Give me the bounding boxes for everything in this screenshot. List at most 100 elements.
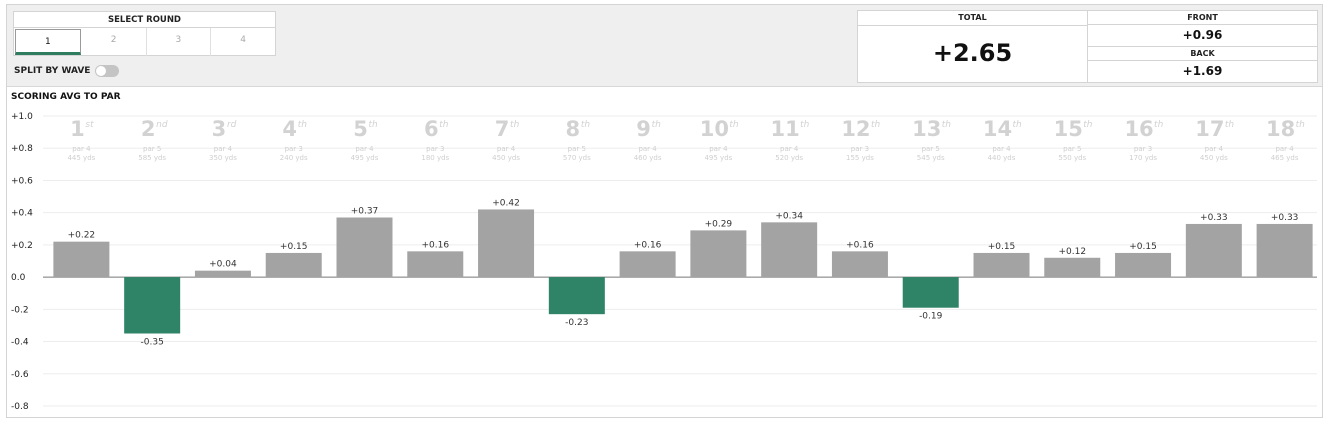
hole-yardage: 495 yds xyxy=(704,154,732,162)
hole-yardage: 170 yds xyxy=(1129,154,1157,162)
hole-number: 8 xyxy=(566,117,581,141)
y-tick-label: 0.0 xyxy=(11,273,26,283)
hole-suffix: th xyxy=(1013,120,1023,130)
hole-par: par 5 xyxy=(922,145,940,153)
bar-value-label: +0.33 xyxy=(1271,213,1299,223)
hole-number: 5 xyxy=(353,117,368,141)
bar-hole-2 xyxy=(124,277,181,334)
bar-hole-18 xyxy=(1256,223,1313,278)
back-box: BACK +1.69 xyxy=(1087,46,1318,83)
bar-value-label: +0.16 xyxy=(634,240,662,250)
hole-number: 16 xyxy=(1124,117,1153,141)
y-tick-label: -0.8 xyxy=(11,402,29,412)
bar-hole-3 xyxy=(194,270,251,278)
bar-hole-17 xyxy=(1185,223,1242,278)
hole-par: par 4 xyxy=(709,145,728,153)
hole-number: 2 xyxy=(141,117,156,141)
bar-hole-7 xyxy=(478,209,535,278)
bar-hole-11 xyxy=(761,222,818,278)
round-tabs: 1 2 3 4 xyxy=(14,28,275,56)
hole-suffix: th xyxy=(581,120,591,130)
round-tab-2[interactable]: 2 xyxy=(82,28,147,56)
hole-suffix: th xyxy=(1154,120,1164,130)
hole-suffix: th xyxy=(510,120,520,130)
scoring-chart: +1.0 +0.8 +0.6 +0.4 +0.2 0.0 -0.2 -0.4 -0.6 -0.8 1… xyxy=(11,112,1317,412)
chart-title: SCORING AVG TO PAR xyxy=(11,92,121,102)
hole-suffix: nd xyxy=(156,120,168,130)
y-tick-label: +1.0 xyxy=(11,112,33,122)
hole-yardage: 450 yds xyxy=(492,154,520,162)
bar-hole-13 xyxy=(902,277,959,308)
bar-value-label: +0.29 xyxy=(705,219,733,229)
hole-suffix: th xyxy=(1296,120,1306,130)
hole-yardage: 440 yds xyxy=(988,154,1016,162)
bar-value-label: +0.15 xyxy=(1129,242,1157,252)
bar-hole-15 xyxy=(1044,257,1101,278)
hole-number: 17 xyxy=(1195,117,1224,141)
hole-par: par 3 xyxy=(1134,145,1152,153)
hole-yardage: 450 yds xyxy=(1200,154,1228,162)
round-tab-1[interactable]: 1 xyxy=(15,29,81,55)
total-value: +2.65 xyxy=(932,39,1013,67)
scoring-panel: SELECT ROUND 1 2 3 4 SPLIT BY WAVE TOTAL… xyxy=(6,4,1323,418)
split-by-wave-toggle[interactable] xyxy=(95,65,120,77)
hole-yardage: 240 yds xyxy=(280,154,308,162)
bar-value-label: +0.15 xyxy=(280,242,308,252)
hole-yardage: 585 yds xyxy=(138,154,166,162)
bar-value-label: +0.04 xyxy=(209,260,237,270)
hole-number: 9 xyxy=(636,117,651,141)
hole-suffix: rd xyxy=(227,120,237,130)
hole-number: 1 xyxy=(70,117,85,141)
controls-bar: SELECT ROUND 1 2 3 4 SPLIT BY WAVE TOTAL… xyxy=(7,5,1322,87)
hole-par: par 4 xyxy=(497,145,516,153)
bar-value-label: +0.16 xyxy=(421,240,449,250)
hole-par: par 5 xyxy=(568,145,586,153)
hole-yardage: 460 yds xyxy=(634,154,662,162)
hole-par: par 4 xyxy=(1205,145,1224,153)
hole-par: par 4 xyxy=(780,145,799,153)
y-tick-label: +0.6 xyxy=(11,176,33,186)
round-tab-4[interactable]: 4 xyxy=(240,35,246,45)
hole-suffix: th xyxy=(800,120,810,130)
back-value: +1.69 xyxy=(1182,64,1223,78)
bar-hole-1 xyxy=(53,241,110,278)
front-box: FRONT +0.96 xyxy=(1087,10,1318,47)
hole-number: 11 xyxy=(771,117,800,141)
hole-yardage: 495 yds xyxy=(351,154,379,162)
bar-hole-16 xyxy=(1115,252,1172,278)
front-value: +0.96 xyxy=(1182,28,1223,42)
back-label: BACK xyxy=(1088,47,1317,61)
hole-par: par 4 xyxy=(355,145,374,153)
bar-value-label: +0.34 xyxy=(775,211,803,221)
bar-value-label: +0.12 xyxy=(1058,247,1086,257)
hole-number: 4 xyxy=(282,117,297,141)
hole-par: par 3 xyxy=(285,145,303,153)
hole-number: 10 xyxy=(700,117,729,141)
bar-value-label: +0.33 xyxy=(1200,213,1228,223)
round-tab-3[interactable]: 3 xyxy=(147,28,212,56)
y-tick-label: +0.8 xyxy=(11,144,33,154)
hole-par: par 4 xyxy=(992,145,1011,153)
hole-yardage: 570 yds xyxy=(563,154,591,162)
bar-value-label: +0.15 xyxy=(988,242,1016,252)
bar-value-label: +0.22 xyxy=(68,231,96,241)
hole-par: par 3 xyxy=(851,145,869,153)
bar-hole-5 xyxy=(336,217,393,278)
y-tick-label: +0.2 xyxy=(11,241,33,251)
hole-yardage: 545 yds xyxy=(917,154,945,162)
y-tick-label: +0.4 xyxy=(11,209,33,219)
bar-hole-14 xyxy=(973,252,1030,278)
hole-par: par 4 xyxy=(72,145,91,153)
hole-par: par 4 xyxy=(1275,145,1294,153)
hole-yardage: 465 yds xyxy=(1271,154,1299,162)
bar-value-label: +0.37 xyxy=(351,207,379,217)
hole-par: par 3 xyxy=(426,145,444,153)
hole-number: 3 xyxy=(212,117,227,141)
hole-par: par 4 xyxy=(638,145,657,153)
hole-number: 6 xyxy=(424,117,439,141)
score-summary: TOTAL +2.65 FRONT +0.96 BACK +1.69 xyxy=(857,10,1318,83)
hole-suffix: th xyxy=(369,120,379,130)
hole-par: par 5 xyxy=(1063,145,1081,153)
hole-yardage: 445 yds xyxy=(67,154,95,162)
hole-number: 18 xyxy=(1266,117,1295,141)
